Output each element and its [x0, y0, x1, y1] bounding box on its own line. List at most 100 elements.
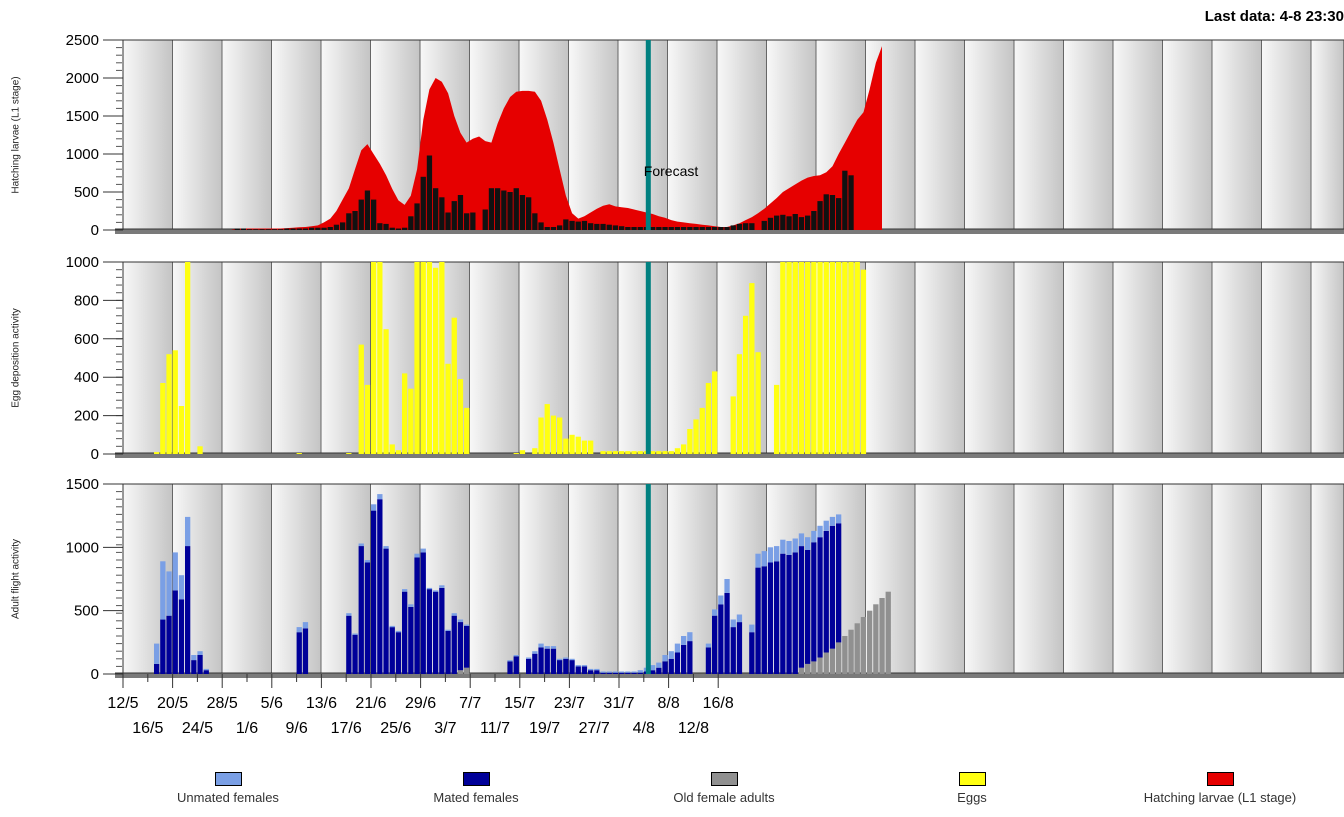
- flight-bar-unmated-females: [755, 553, 761, 568]
- legend-label-old: Old female adults: [673, 790, 775, 805]
- egg-bar: [798, 262, 805, 454]
- larvae-bar: [736, 223, 743, 230]
- flight-bar-mated-females: [724, 592, 730, 674]
- egg-bar: [544, 404, 550, 454]
- flight-bar-mated-females: [836, 523, 842, 643]
- flight-bar-unmated-females: [594, 668, 600, 671]
- larvae-bar: [674, 227, 681, 230]
- flight-bar-mated-females: [507, 661, 513, 674]
- larvae-bar: [743, 223, 749, 230]
- egg-bar: [445, 363, 451, 454]
- egg-bar: [377, 262, 383, 454]
- larvae-bar: [705, 227, 712, 230]
- flight-bar-mated-females: [817, 537, 823, 658]
- panel-cell: [618, 40, 668, 230]
- egg-bar: [687, 429, 693, 454]
- flight-bar-unmated-females: [563, 657, 569, 659]
- larvae-bar: [724, 227, 730, 230]
- panel-cell: [915, 40, 965, 230]
- legend-item-larvae: Hatching larvae (L1 stage): [1120, 772, 1320, 805]
- flight-bar-mated-females: [594, 670, 600, 674]
- panel-cell: [717, 40, 767, 230]
- larvae-area: [123, 46, 882, 230]
- larvae-bar: [513, 188, 519, 230]
- flight-bar-unmated-females: [538, 643, 544, 648]
- flight-bar-unmated-females: [798, 533, 805, 547]
- egg-bar: [848, 262, 854, 454]
- flight-bar-unmated-females: [526, 657, 532, 659]
- flight-bar-mated-females: [296, 632, 302, 674]
- panel-cell: [1311, 262, 1344, 454]
- flight-bar-unmated-females: [302, 622, 309, 629]
- flight-bar-mated-females: [457, 622, 464, 671]
- flight-bar-mated-females: [402, 591, 408, 674]
- x-tick-label: 13/6: [306, 695, 337, 712]
- x-tick-label: 11/7: [480, 720, 510, 737]
- flight-bar-unmated-females: [681, 636, 687, 645]
- egg-bar: [860, 269, 867, 454]
- panel-cell: [964, 40, 1014, 230]
- flight-bar-unmated-females: [836, 514, 842, 524]
- panel-cell: [1162, 40, 1212, 230]
- flight-bar-mated-females: [526, 658, 532, 674]
- larvae-bar: [792, 214, 798, 230]
- flight-bar-unmated-females: [203, 668, 209, 671]
- flight-bar-unmated-females: [631, 671, 637, 673]
- flight-bar-unmated-females: [650, 665, 656, 671]
- egg-bar: [637, 451, 643, 454]
- x-tick-label: 24/5: [182, 720, 213, 737]
- panel-cell: [1063, 40, 1113, 230]
- flight-bar-unmated-females: [625, 671, 631, 673]
- flight-bar-unmated-females: [823, 520, 829, 531]
- flight-bar-mated-females: [705, 647, 712, 674]
- egg-bar: [395, 450, 402, 454]
- larvae-bar: [532, 213, 538, 230]
- flight-bar-mated-females: [550, 648, 557, 674]
- egg-bar: [426, 262, 433, 454]
- larvae-bar: [488, 188, 495, 230]
- x-tick-label: 12/5: [107, 695, 138, 712]
- flight-bar-old-female-adults: [811, 661, 817, 674]
- flight-bar-mated-females: [767, 562, 774, 674]
- panel-cell: [519, 484, 569, 674]
- larvae-bar: [321, 227, 327, 230]
- flight-bar-old-female-adults: [885, 591, 891, 674]
- flight-bar-unmated-females: [377, 494, 383, 500]
- flight-bar-unmated-females: [433, 590, 439, 592]
- flight-bar-mated-females: [352, 634, 358, 674]
- y-axis-label-flight: Adult flight activity: [10, 538, 22, 620]
- larvae-bar: [402, 227, 408, 230]
- panel-adult-flight: 0 500 1000 1500: [66, 476, 1344, 683]
- egg-bar: [513, 453, 519, 454]
- larvae-bar: [240, 228, 247, 230]
- larvae-bar: [420, 176, 426, 230]
- flight-bar-unmated-females: [296, 627, 302, 633]
- y-tick-label: 200: [74, 408, 99, 425]
- egg-bar: [674, 448, 681, 454]
- panel-cell: [568, 40, 618, 230]
- larvae-bar: [234, 228, 240, 230]
- panel-cell: [568, 484, 618, 674]
- larvae-bar: [414, 203, 420, 230]
- larvae-bar: [718, 227, 724, 230]
- larvae-bar: [247, 229, 253, 230]
- flight-bar-unmated-females: [464, 624, 470, 626]
- larvae-bar: [309, 227, 315, 230]
- egg-bar: [730, 396, 736, 454]
- flight-bar-unmated-females: [426, 587, 433, 590]
- flight-bar-unmated-females: [829, 516, 836, 526]
- larvae-bar: [842, 170, 848, 230]
- larvae-bar: [439, 197, 445, 230]
- flight-bar-mated-females: [668, 658, 674, 674]
- flight-bar-unmated-females: [160, 561, 166, 620]
- flight-bar-mated-females: [172, 590, 178, 674]
- larvae-bar: [507, 192, 513, 230]
- x-tick-label: 28/5: [207, 695, 238, 712]
- flight-bar-mated-females: [383, 548, 389, 674]
- egg-bar: [811, 262, 817, 454]
- larvae-bar: [470, 212, 476, 230]
- flight-bar-mated-females: [792, 552, 798, 674]
- flight-bar-mated-females: [544, 648, 550, 674]
- panel-floor: [115, 229, 1344, 234]
- egg-bar: [681, 444, 687, 454]
